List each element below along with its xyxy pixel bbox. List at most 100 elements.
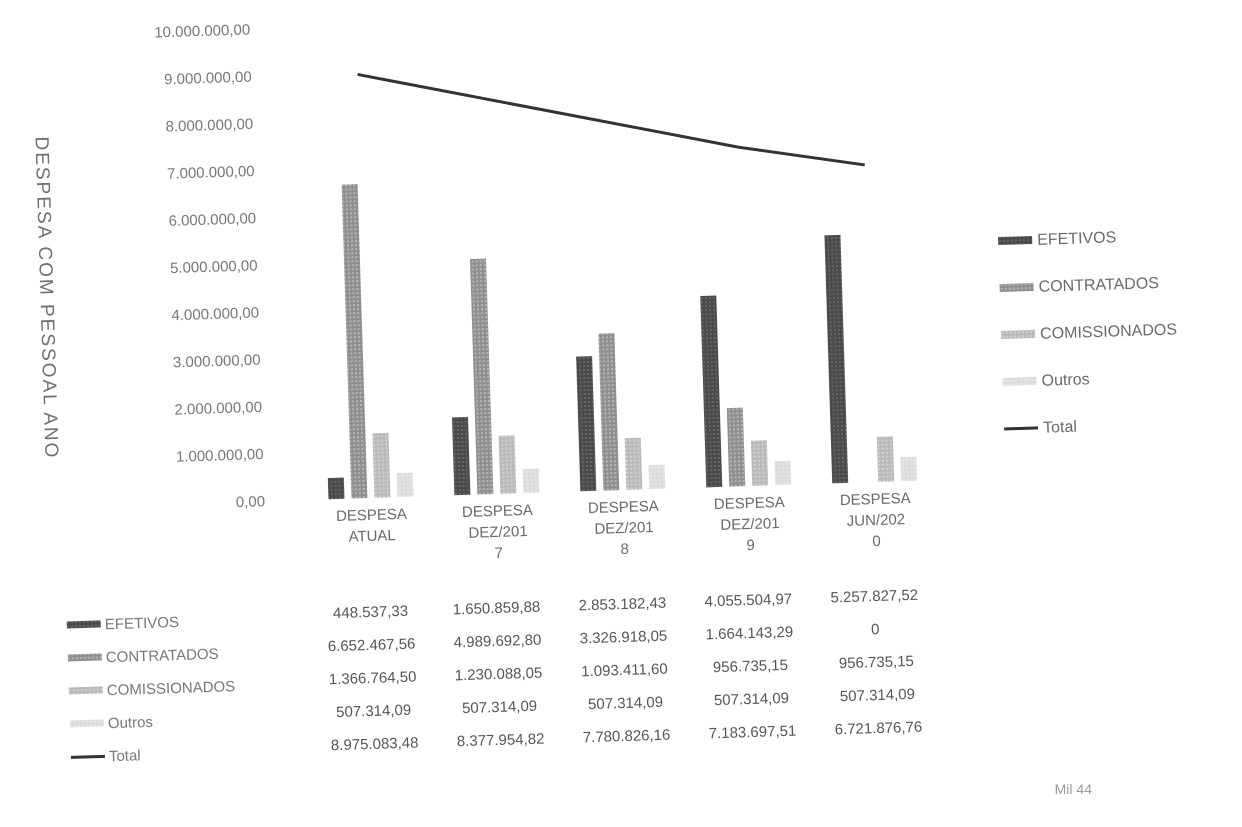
bar-comissionados	[624, 437, 643, 490]
y-tick-label: 8.000.000,00	[165, 116, 253, 136]
legend-label-comissionados: COMISSIONADOS	[1040, 321, 1177, 342]
data-label-comissionados: 956.735,15	[839, 653, 915, 672]
data-label-comissionados: 956.735,15	[713, 657, 789, 676]
x-tick-label-line: DESPESA	[840, 490, 911, 509]
data-label-contratados: 4.989.692,80	[453, 632, 541, 652]
table-swatch-contratados	[67, 653, 102, 662]
x-tick-label-line: DESPESA	[714, 494, 785, 513]
x-tick-label-line: DEZ/201	[594, 519, 654, 538]
y-tick-label: 2.000.000,00	[174, 399, 262, 419]
data-label-total: 8.975.083,48	[331, 735, 419, 755]
table-row-label: EFETIVOS	[105, 614, 180, 633]
bar-contratados	[470, 258, 494, 495]
data-label-total: 8.377.954,82	[457, 731, 545, 751]
x-tick-label-line: DESPESA	[588, 498, 659, 517]
y-tick-label: 5.000.000,00	[170, 257, 258, 277]
table-row-label: CONTRATADOS	[106, 646, 219, 667]
data-label-contratados: 6.652.467,56	[328, 636, 416, 656]
x-tick-label-line: DESPESA	[462, 502, 533, 521]
bar-efetivos	[451, 416, 471, 496]
x-tick-label: DESPESA DEZ/201 7	[462, 502, 535, 563]
bar-efetivos	[700, 295, 723, 488]
legend-swatch-contratados	[999, 282, 1034, 293]
y-tick-label: 6.000.000,00	[168, 210, 256, 230]
bar-outros	[774, 460, 792, 486]
data-label-contratados: 0	[871, 621, 880, 638]
x-tick-label-line: DEZ/201	[468, 523, 528, 542]
legend-swatch-efetivos	[998, 235, 1033, 246]
line-total	[357, 72, 865, 167]
data-label-total: 6.721.876,76	[834, 719, 922, 739]
table-row-label: Outros	[108, 714, 154, 732]
y-axis-label-svg: DESPESA COM PESSOAL ANO	[30, 136, 61, 460]
data-label-outros: 507.314,09	[588, 694, 664, 713]
bar-comissionados	[498, 435, 517, 494]
y-tick-label: 7.000.000,00	[167, 163, 255, 183]
table-swatch-efetivos	[66, 620, 101, 629]
legend-swatch-outros	[1002, 376, 1037, 386]
data-label-total: 7.780.826,16	[583, 727, 671, 747]
y-tick-label: 0,00	[236, 493, 266, 511]
data-label-efetivos: 1.650.859,88	[452, 599, 540, 619]
bar-comissionados	[876, 436, 895, 482]
data-label-outros: 507.314,09	[336, 702, 412, 721]
data-label-outros: 507.314,09	[840, 686, 916, 705]
data-label-comissionados: 1.366.764,50	[329, 669, 417, 689]
table-row-label: COMISSIONADOS	[107, 678, 236, 699]
x-tick-label-line: 0	[872, 533, 881, 550]
x-tick-label-line: DEZ/201	[720, 515, 780, 534]
y-tick-label: 10.000.000,00	[154, 21, 250, 41]
data-label-efetivos: 448.537,33	[333, 603, 409, 622]
data-label-comissionados: 1.093.411,60	[581, 661, 668, 681]
legend-swatch-comissionados	[1001, 329, 1036, 339]
bar-contratados	[341, 184, 368, 499]
data-label-comissionados: 1.230.088,05	[455, 665, 543, 685]
y-tick-label: 4.000.000,00	[171, 304, 259, 324]
table-swatch-comissionados	[68, 686, 103, 695]
x-tick-label-line: 7	[494, 545, 503, 562]
bar-contratados	[726, 407, 746, 487]
table-row-label: Total	[109, 747, 141, 765]
corner-text: Mil 44	[1054, 781, 1092, 797]
x-tick-label: DESPESA DEZ/201 8	[588, 498, 661, 559]
bar-comissionados	[372, 432, 391, 498]
y-tick-label: 9.000.000,00	[164, 69, 252, 89]
bar-efetivos	[576, 356, 597, 492]
y-tick-label: 3.000.000,00	[173, 352, 261, 372]
bar-efetivos	[327, 477, 345, 500]
bar-outros	[522, 468, 540, 494]
x-tick-label-line: JUN/202	[846, 511, 905, 530]
table-swatch-outros	[69, 719, 104, 728]
y-tick-label: 1.000.000,00	[176, 446, 264, 466]
bar-outros	[648, 464, 666, 490]
x-tick-label: DESPESA JUN/202 0	[840, 490, 913, 551]
x-tick-label-line: 9	[746, 537, 755, 554]
x-tick-label-line: DESPESA	[336, 506, 407, 525]
x-tick-label-line: ATUAL	[348, 527, 396, 545]
data-label-outros: 507.314,09	[462, 698, 538, 717]
table-swatch-total	[70, 754, 105, 759]
bar-comissionados	[750, 440, 769, 486]
bar-contratados	[598, 333, 620, 491]
legend-label-contratados: CONTRATADOS	[1038, 275, 1159, 296]
y-axis-label-box: DESPESA COM PESSOAL ANO	[0, 108, 68, 490]
x-tick-label: DESPESA ATUAL	[336, 506, 408, 546]
data-label-efetivos: 4.055.504,97	[704, 591, 792, 611]
legend-label-outros: Outros	[1041, 371, 1090, 389]
legend-label-total: Total	[1043, 419, 1077, 437]
data-label-contratados: 3.326.918,05	[579, 628, 667, 648]
bar-efetivos	[824, 234, 849, 484]
data-label-efetivos: 5.257.827,52	[830, 587, 918, 607]
legend-swatch-total	[1004, 426, 1039, 431]
bar-outros	[396, 472, 414, 498]
legend-label-efetivos: EFETIVOS	[1037, 229, 1117, 248]
x-tick-label-line: 8	[620, 541, 629, 558]
data-label-outros: 507.314,09	[714, 690, 790, 709]
data-label-efetivos: 2.853.182,43	[578, 595, 666, 615]
x-tick-label: DESPESA DEZ/201 9	[714, 494, 787, 555]
data-label-contratados: 1.664.143,29	[705, 624, 793, 644]
bar-outros	[900, 456, 918, 482]
data-label-total: 7.183.697,51	[708, 723, 796, 743]
